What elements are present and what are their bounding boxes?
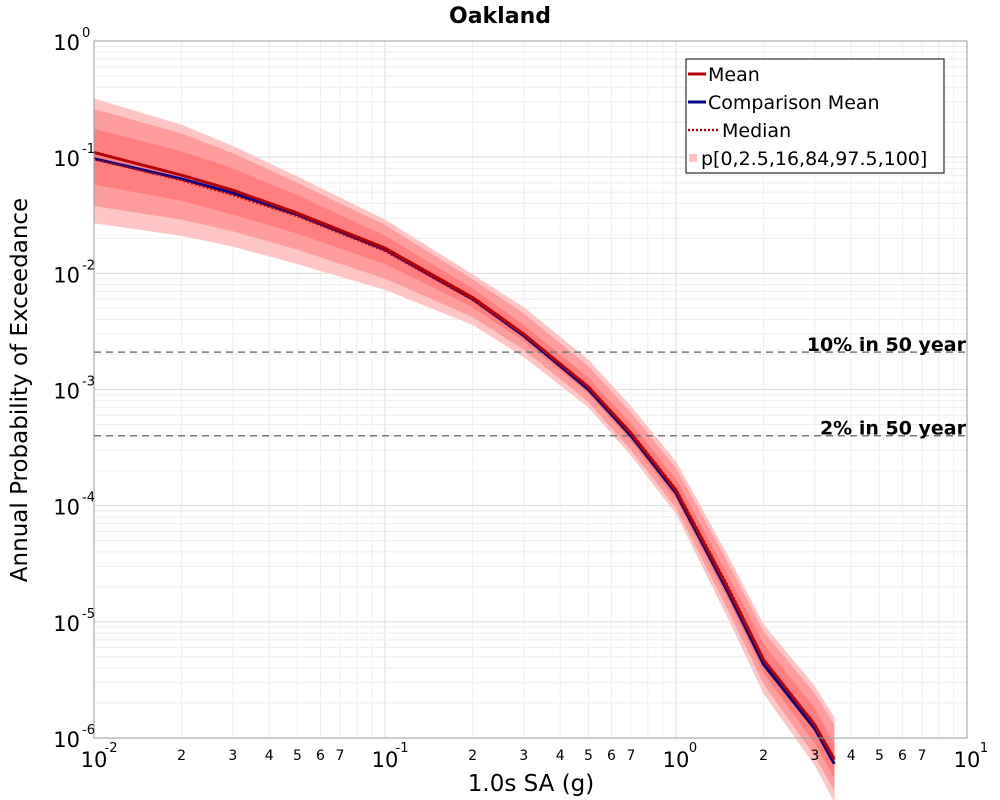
legend: Mean Comparison Mean Median p[0,2.5,16,84,9… [685, 58, 945, 174]
legend-label: Mean [708, 64, 760, 86]
x-minor-tick-label: 7 [626, 748, 635, 764]
x-minor-tick-label: 3 [810, 748, 819, 764]
x-minor-tick-label: 4 [265, 748, 274, 764]
chart-title: Oakland [449, 4, 551, 29]
x-minor-tick-label: 2 [759, 748, 768, 764]
y-tick-label: 10 [53, 263, 80, 287]
y-tick-label: 10 [53, 31, 80, 55]
series-line-median [93, 158, 836, 759]
x-minor-tick-label: 5 [293, 748, 302, 764]
x-tick-exponent: -2 [105, 741, 118, 756]
x-axis-label: 1.0s SA (g) [468, 771, 595, 797]
x-tick-exponent: 1 [980, 741, 988, 756]
reference-line-label: 10% in 50 year [807, 334, 967, 356]
x-axis-ticks: 10-2 10-1 10 0 10 12 3 4 5 6 7 2 3 4 5 6 7 2 3 4 5 6 7 [81, 741, 989, 772]
series-lines [93, 150, 836, 765]
y-tick-label: 10 [53, 612, 80, 636]
grid-lines [93, 41, 967, 739]
x-minor-tick-label: 7 [917, 748, 926, 764]
plot-frame [93, 40, 968, 739]
x-minor-tick-label: 7 [335, 748, 344, 764]
y-tick-label: 10 [53, 380, 80, 404]
reference-line-label: 2% in 50 year [820, 418, 967, 440]
reference-lines: 10% in 50 year 2% in 50 year [94, 334, 967, 440]
y-tick-exponent: -5 [82, 607, 95, 622]
x-tick-exponent: -1 [396, 741, 409, 756]
x-minor-tick-label: 4 [556, 748, 565, 764]
legend-swatch [689, 154, 697, 162]
x-tick-label: 10 [81, 748, 108, 772]
x-minor-tick-label: 2 [177, 748, 186, 764]
x-tick-label: 10 [372, 748, 399, 772]
x-minor-tick-label: 3 [519, 748, 528, 764]
x-minor-tick-label: 5 [875, 748, 884, 764]
series-line-mean [93, 150, 836, 761]
y-tick-exponent: -2 [82, 258, 95, 273]
legend-label: Median [722, 120, 791, 142]
x-minor-tick-label: 6 [898, 748, 907, 764]
y-tick-label: 10 [53, 728, 80, 752]
x-tick-label: 10 [663, 748, 690, 772]
y-tick-exponent: 0 [82, 26, 90, 41]
y-axis-label: Annual Probability of Exceedance [7, 198, 33, 582]
y-tick-label: 10 [53, 147, 80, 171]
series-line-comparison-mean [93, 157, 836, 765]
y-tick-label: 10 [53, 496, 80, 520]
y-tick-exponent: -1 [82, 142, 95, 157]
x-minor-tick-label: 5 [584, 748, 593, 764]
x-minor-tick-label: 3 [228, 748, 237, 764]
legend-label: p[0,2.5,16,84,97.5,100] [701, 148, 927, 170]
legend-box [685, 58, 945, 174]
legend-label: Comparison Mean [708, 92, 880, 114]
y-tick-exponent: -3 [82, 375, 95, 390]
x-minor-tick-label: 6 [607, 748, 616, 764]
x-tick-label: 10 [954, 748, 981, 772]
y-tick-exponent: -6 [82, 723, 95, 738]
x-minor-tick-label: 2 [468, 748, 477, 764]
x-minor-tick-label: 4 [847, 748, 856, 764]
y-tick-exponent: -4 [82, 491, 95, 506]
x-tick-exponent: 0 [689, 741, 697, 756]
band-p16-p84 [94, 128, 835, 779]
x-minor-tick-label: 6 [316, 748, 325, 764]
